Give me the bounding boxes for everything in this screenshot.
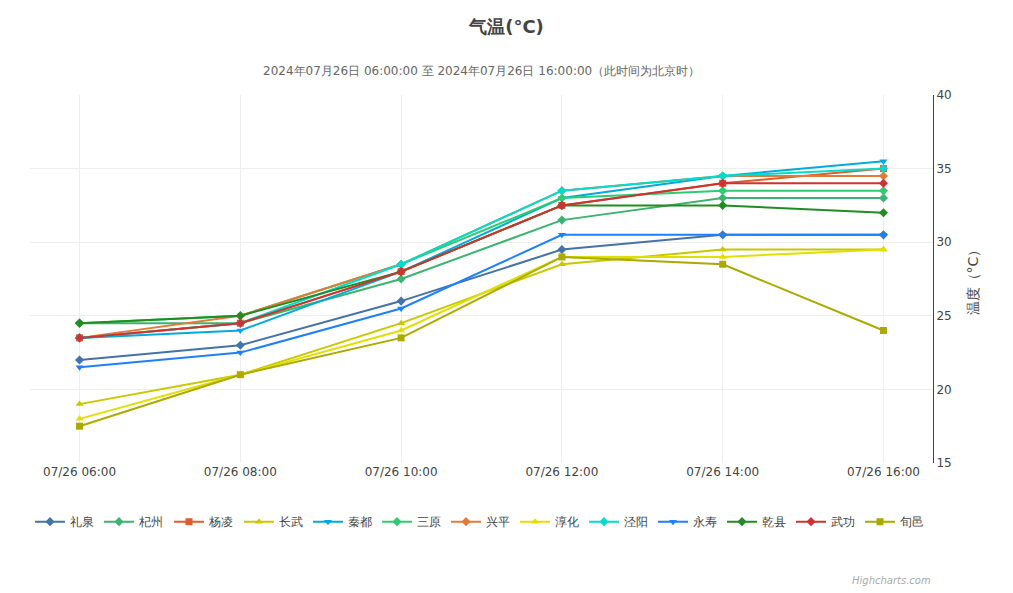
svg-text:07/26 16:00: 07/26 16:00 [847,465,920,479]
svg-text:兴平: 兴平 [486,515,510,529]
svg-text:15: 15 [936,456,951,470]
svg-text:07/26 08:00: 07/26 08:00 [204,465,277,479]
svg-text:40: 40 [936,88,951,102]
svg-text:杞州: 杞州 [138,515,163,529]
svg-text:25: 25 [936,309,951,323]
svg-text:20: 20 [936,383,951,397]
svg-text:30: 30 [936,235,951,249]
svg-text:气温(°C): 气温(°C) [468,16,544,37]
svg-text:2024年07月26日 06:00:00 至 2024年07: 2024年07月26日 06:00:00 至 2024年07月26日 16:00… [263,64,700,78]
svg-text:长武: 长武 [279,515,303,529]
svg-text:杨凌: 杨凌 [208,515,233,529]
svg-text:35: 35 [936,162,951,176]
svg-text:永寿: 永寿 [693,515,717,529]
svg-text:07/26 12:00: 07/26 12:00 [525,465,598,479]
svg-text:武功: 武功 [831,515,855,529]
svg-text:三原: 三原 [417,515,441,529]
svg-text:乾县: 乾县 [762,515,786,529]
svg-text:秦都: 秦都 [348,515,372,529]
svg-text:淳化: 淳化 [555,515,579,529]
svg-text:温度（°C）: 温度（°C） [965,243,981,316]
svg-text:旬邑: 旬邑 [900,515,924,529]
svg-text:07/26 10:00: 07/26 10:00 [365,465,438,479]
svg-text:Highcharts.com: Highcharts.com [852,575,931,586]
svg-text:07/26 14:00: 07/26 14:00 [686,465,759,479]
svg-text:泾阳: 泾阳 [624,515,648,529]
svg-text:07/26 06:00: 07/26 06:00 [43,465,116,479]
svg-text:礼泉: 礼泉 [70,515,94,529]
